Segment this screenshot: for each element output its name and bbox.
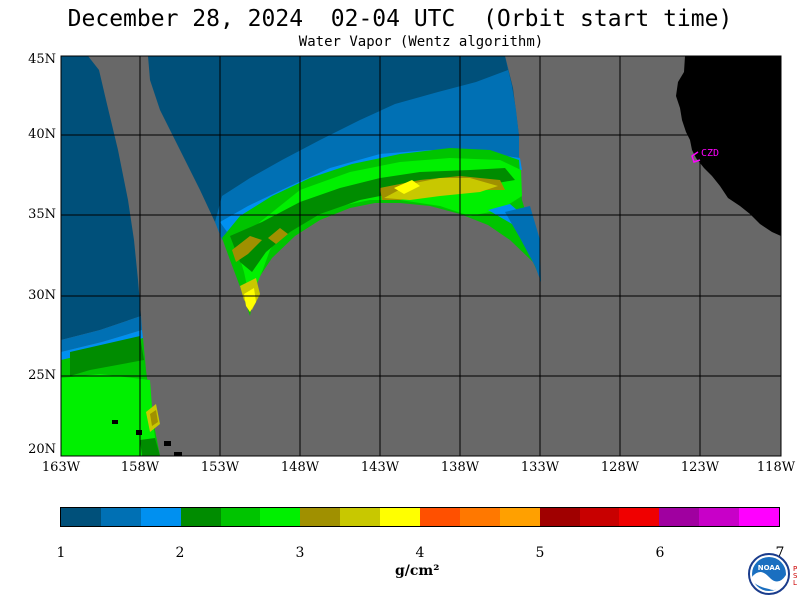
- colorbar-segment: [220, 508, 261, 526]
- colorbar-segment: [739, 508, 780, 526]
- colorbar-segment: [340, 508, 381, 526]
- lat-label-30n: 30N: [28, 288, 56, 303]
- colorbar-segment: [420, 508, 460, 526]
- colorbar-segment: [539, 508, 580, 526]
- noaa-logo-icon: NOAA: [748, 553, 790, 595]
- lat-label-25n: 25N: [28, 368, 56, 383]
- colorbar-tick-5: 5: [535, 545, 545, 561]
- map-subtitle: Water Vapor (Wentz algorithm): [298, 34, 544, 50]
- lon-label-138w: 138W: [440, 460, 480, 475]
- colorbar-segment: [180, 508, 221, 526]
- lat-label-40n: 40N: [28, 127, 56, 142]
- colorbar-segment: [300, 508, 341, 526]
- colorbar-segment: [100, 508, 141, 526]
- colorbar-tick-3: 3: [295, 545, 305, 561]
- islands: [112, 420, 182, 456]
- colorbar-tick-4: 4: [415, 545, 425, 561]
- land-mass: [676, 56, 781, 236]
- lon-label-148w: 148W: [280, 460, 320, 475]
- lat-label-45n: 45N: [28, 52, 56, 67]
- colorbar-tick-7: 7: [775, 545, 785, 561]
- lon-label-158w: 158W: [120, 460, 160, 475]
- colorbar-segment: [619, 508, 660, 526]
- svg-text:NOAA: NOAA: [758, 564, 781, 572]
- lat-label-20n: 20N: [28, 442, 56, 457]
- lon-label-128w: 128W: [600, 460, 640, 475]
- station-marker: CZD: [691, 148, 719, 163]
- lat-label-35n: 35N: [28, 207, 56, 222]
- map-title: December 28, 2024 02-04 UTC (Orbit start…: [67, 6, 733, 32]
- lon-label-163w: 163W: [41, 460, 81, 475]
- colorbar-tick-1: 1: [56, 545, 66, 561]
- colorbar-segment: [659, 508, 700, 526]
- lon-label-153w: 153W: [200, 460, 240, 475]
- colorbar-segment: [579, 508, 620, 526]
- colorbar-segment: [499, 508, 540, 526]
- psl-text: PSL: [793, 565, 798, 587]
- lon-label-123w: 123W: [680, 460, 720, 475]
- grid-lines: [60, 55, 782, 457]
- colorbar-segment: [260, 508, 301, 526]
- colorbar-tick-2: 2: [175, 545, 185, 561]
- colorbar-segment: [61, 508, 101, 526]
- colorbar-units: g/cm²: [395, 563, 440, 579]
- lon-label-133w: 133W: [520, 460, 560, 475]
- colorbar-segment: [699, 508, 740, 526]
- colorbar-tick-6: 6: [655, 545, 665, 561]
- lon-label-143w: 143W: [360, 460, 400, 475]
- colorbar-segment: [459, 508, 500, 526]
- middle-swath: [148, 56, 541, 316]
- left-swath: [61, 56, 160, 456]
- colorbar-segment: [140, 508, 181, 526]
- station-label: CZD: [701, 148, 719, 159]
- lon-label-118w: 118W: [756, 460, 796, 475]
- colorbar-segment: [380, 508, 421, 526]
- color-bar: [60, 507, 780, 527]
